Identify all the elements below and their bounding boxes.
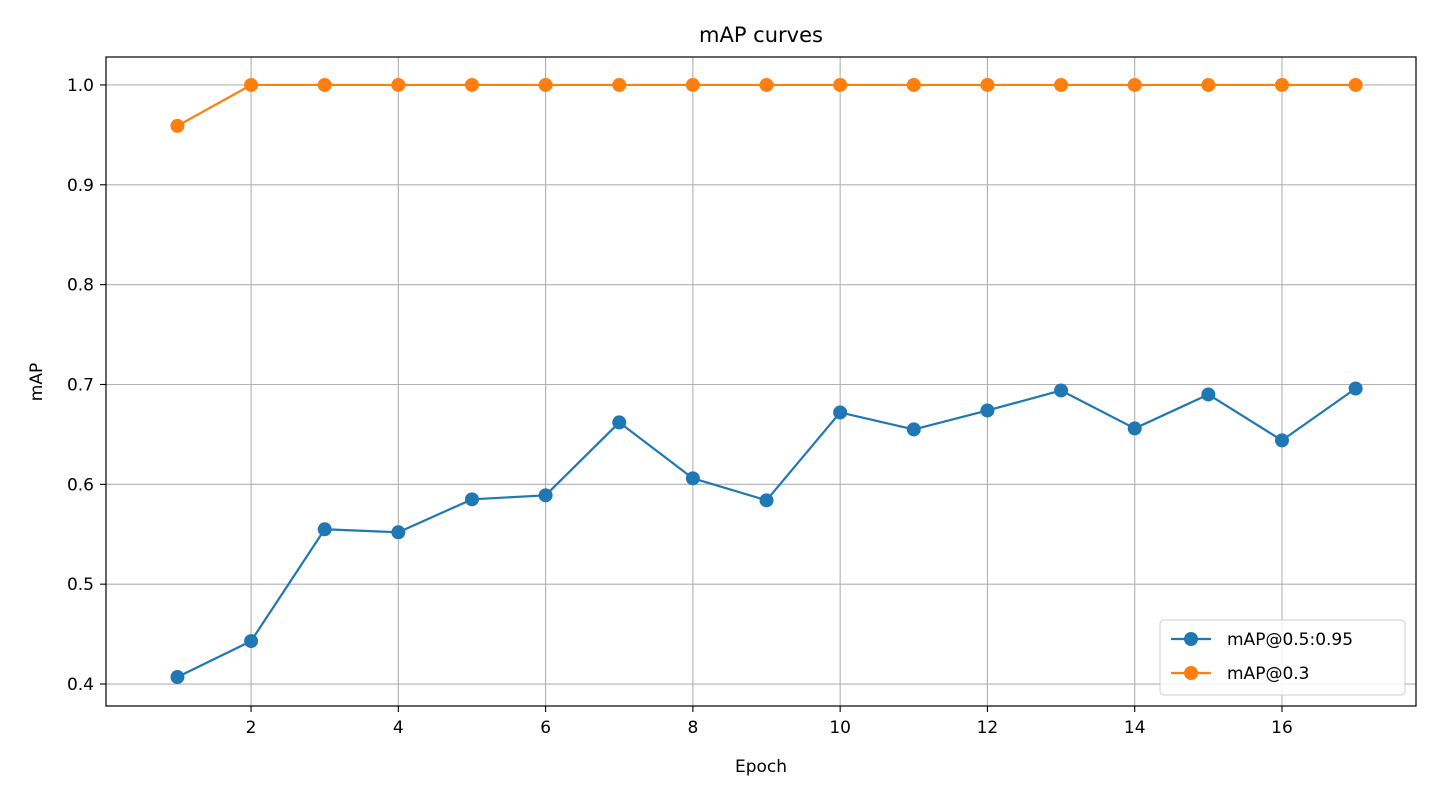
data-point — [1274, 77, 1289, 92]
data-point — [170, 118, 185, 133]
x-axis-title: Epoch — [735, 757, 787, 777]
data-point — [538, 77, 553, 92]
plot-frame — [105, 56, 1417, 707]
data-point — [1348, 77, 1363, 92]
y-tick-label: 0.8 — [67, 276, 94, 296]
y-tick-label: 0.4 — [67, 675, 94, 695]
data-point — [980, 77, 995, 92]
data-point — [464, 77, 479, 92]
y-tick-label: 0.9 — [67, 176, 94, 196]
legend-marker — [1184, 632, 1198, 646]
x-tick-label: 2 — [246, 718, 257, 738]
data-point — [317, 522, 332, 537]
x-tick-label: 16 — [1271, 718, 1293, 738]
data-point — [391, 77, 406, 92]
x-tick-label: 10 — [829, 718, 851, 738]
legend: mAP@0.5:0.95 mAP@0.3 — [1159, 619, 1406, 696]
y-tick-label: 1.0 — [67, 76, 94, 96]
x-tick-label: 6 — [540, 718, 551, 738]
data-point — [391, 525, 406, 540]
series-map-50-95 — [170, 381, 1363, 685]
data-point — [906, 77, 921, 92]
data-point — [980, 403, 995, 418]
data-point — [244, 634, 259, 649]
data-point — [833, 77, 848, 92]
data-point — [833, 405, 848, 420]
data-point — [685, 77, 700, 92]
data-point — [317, 77, 332, 92]
data-point — [759, 493, 774, 508]
x-tick-label: 14 — [1124, 718, 1146, 738]
data-point — [1201, 387, 1216, 402]
data-point — [685, 471, 700, 486]
legend-marker — [1184, 666, 1198, 680]
data-point — [612, 415, 627, 430]
data-point — [1201, 77, 1216, 92]
chart-title: mAP curves — [699, 23, 823, 47]
data-point — [1274, 433, 1289, 448]
data-point — [1127, 421, 1142, 436]
x-tick-label: 8 — [687, 718, 698, 738]
data-point — [906, 422, 921, 437]
y-tick-label: 0.5 — [67, 575, 94, 595]
data-point — [464, 492, 479, 507]
series-layer — [170, 77, 1363, 685]
grid — [106, 57, 1416, 706]
y-tick-label: 0.7 — [67, 375, 94, 395]
legend-label: mAP@0.5:0.95 — [1227, 630, 1353, 650]
legend-label: mAP@0.3 — [1227, 664, 1309, 684]
series-map-30 — [170, 77, 1363, 133]
data-point — [1054, 383, 1069, 398]
x-tick-label: 4 — [393, 718, 404, 738]
y-axis-title: mAP — [27, 363, 47, 401]
data-point — [1054, 77, 1069, 92]
axis-ticks: 2 4 6 8 10 12 14 16 0.4 0.5 0.6 0.7 0.8 0.9 1.0 — [67, 76, 1293, 738]
data-point — [1127, 77, 1142, 92]
x-tick-label: 12 — [977, 718, 999, 738]
data-point — [612, 77, 627, 92]
data-point — [244, 77, 259, 92]
legend-box — [1159, 619, 1406, 696]
data-point — [538, 488, 553, 503]
y-tick-label: 0.6 — [67, 475, 94, 495]
data-point — [1348, 381, 1363, 396]
data-point — [170, 670, 185, 685]
data-point — [759, 77, 774, 92]
